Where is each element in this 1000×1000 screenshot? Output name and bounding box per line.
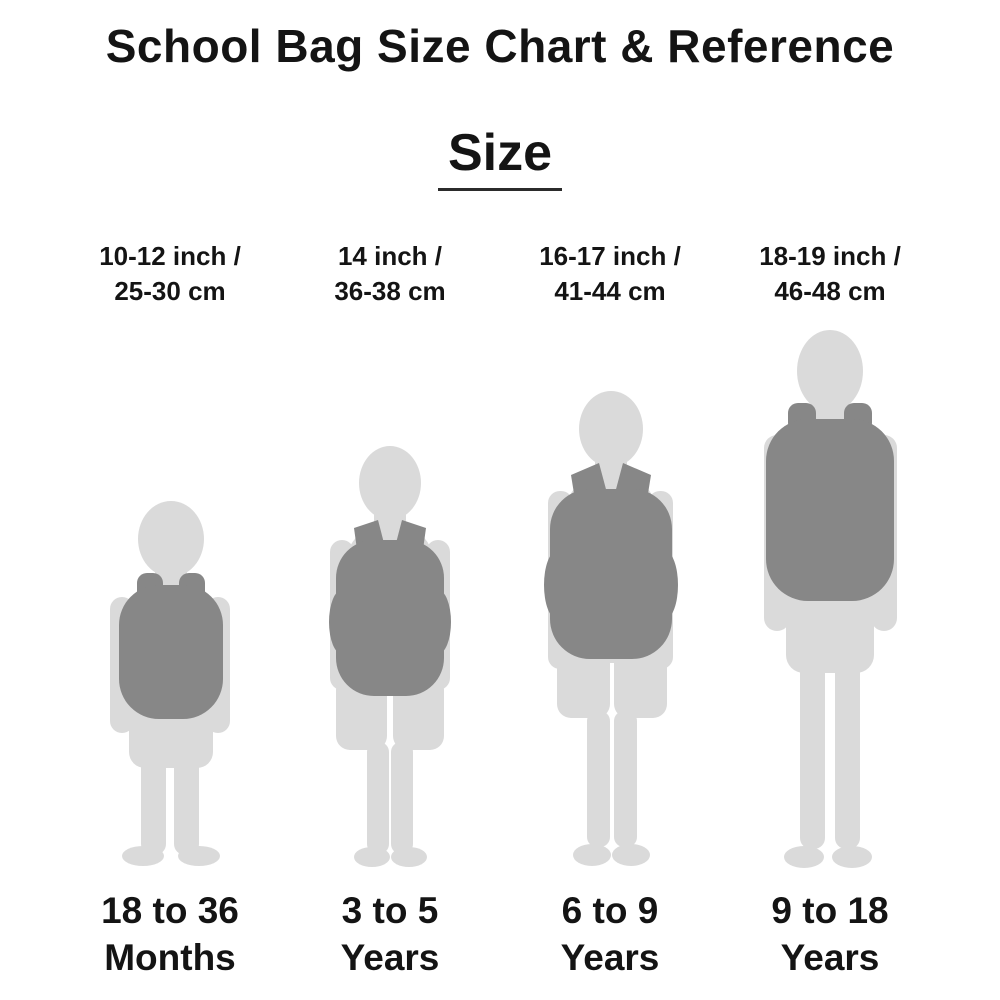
backpack-body bbox=[336, 540, 444, 697]
bag-size-label: 10-12 inch / 25-30 cm bbox=[99, 239, 241, 317]
size-column-toddler: 10-12 inch / 25-30 cm bbox=[60, 239, 280, 982]
head bbox=[796, 330, 863, 413]
age-range-line2: Months bbox=[104, 937, 236, 979]
backpack bbox=[543, 463, 678, 660]
right-leg bbox=[834, 657, 860, 850]
age-range-line1: 3 to 5 bbox=[341, 890, 439, 932]
left-foot bbox=[783, 846, 824, 869]
age-range-label: 3 to 5 Years bbox=[341, 887, 440, 982]
bag-size-cm: 36-38 cm bbox=[334, 276, 446, 307]
age-range-line1: 18 to 36 bbox=[101, 890, 239, 932]
left-foot bbox=[354, 847, 390, 868]
size-column-young-child: 14 inch / 36-38 cm bbox=[280, 239, 500, 982]
left-leg bbox=[799, 657, 825, 850]
age-range-line1: 9 to 18 bbox=[771, 890, 889, 932]
age-range-line2: Years bbox=[560, 937, 660, 979]
right-foot bbox=[611, 844, 650, 867]
bag-size-cm: 41-44 cm bbox=[554, 276, 666, 307]
backpack bbox=[119, 573, 223, 720]
shorts-left bbox=[556, 644, 610, 719]
left-leg bbox=[141, 739, 166, 856]
shorts-right bbox=[613, 644, 667, 719]
size-columns: 10-12 inch / 25-30 cm bbox=[60, 239, 940, 982]
age-range-label: 18 to 36 Months bbox=[101, 887, 239, 982]
figure-area bbox=[500, 317, 720, 869]
age-range-label: 6 to 9 Years bbox=[561, 887, 660, 982]
head bbox=[359, 446, 421, 521]
bag-size-label: 14 inch / 36-38 cm bbox=[334, 239, 445, 317]
right-foot bbox=[831, 846, 872, 869]
young-child-with-backpack-silhouette bbox=[329, 446, 451, 868]
toddler-with-backpack-silhouette bbox=[110, 501, 230, 867]
bag-size-inches: 14 inch / bbox=[337, 241, 443, 272]
figure-area bbox=[60, 317, 280, 869]
age-range-line2: Years bbox=[780, 937, 880, 979]
page-title: School Bag Size Chart & Reference bbox=[105, 20, 895, 72]
bag-size-inches: 16-17 inch / bbox=[539, 241, 681, 272]
left-foot bbox=[122, 846, 164, 867]
right-leg bbox=[613, 711, 637, 848]
size-column-child: 16-17 inch / 41-44 cm bbox=[500, 239, 720, 982]
age-range-line1: 6 to 9 bbox=[561, 890, 659, 932]
backpack bbox=[329, 520, 451, 697]
right-leg bbox=[174, 739, 199, 856]
right-foot bbox=[178, 846, 220, 867]
right-foot bbox=[391, 847, 427, 868]
bag-size-inches: 10-12 inch / bbox=[99, 241, 241, 272]
section-title-text: Size bbox=[437, 124, 563, 192]
backpack bbox=[765, 403, 894, 602]
bag-size-label: 18-19 inch / 46-48 cm bbox=[759, 239, 901, 317]
teen-with-backpack-silhouette bbox=[763, 330, 897, 869]
right-leg bbox=[391, 742, 413, 855]
child-with-backpack-silhouette bbox=[543, 391, 678, 867]
bag-size-inches: 18-19 inch / bbox=[759, 241, 901, 272]
bag-size-cm: 46-48 cm bbox=[774, 276, 886, 307]
backpack-body bbox=[765, 419, 894, 602]
bag-size-cm: 25-30 cm bbox=[114, 276, 226, 307]
size-column-teen: 18-19 inch / 46-48 cm bbox=[720, 239, 940, 982]
backpack-body bbox=[549, 489, 672, 660]
left-leg bbox=[367, 742, 389, 855]
age-range-line2: Years bbox=[340, 937, 440, 979]
section-title: Size bbox=[0, 124, 1000, 192]
head bbox=[578, 391, 643, 468]
head bbox=[138, 501, 204, 578]
backpack-body bbox=[119, 585, 223, 720]
left-foot bbox=[572, 844, 611, 867]
bag-size-label: 16-17 inch / 41-44 cm bbox=[539, 239, 681, 317]
hips bbox=[785, 605, 874, 674]
left-leg bbox=[586, 711, 610, 848]
figure-area bbox=[720, 317, 940, 869]
age-range-label: 9 to 18 Years bbox=[771, 887, 888, 982]
figure-area bbox=[280, 317, 500, 869]
